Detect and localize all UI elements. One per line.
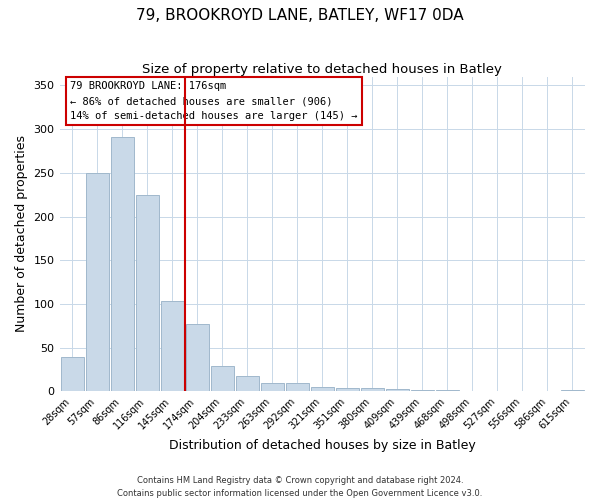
Bar [86,173,109,392]
Bar [261,382,284,392]
Bar [211,366,233,392]
Y-axis label: Number of detached properties: Number of detached properties [15,136,28,332]
Bar [336,388,359,392]
Bar [136,194,158,392]
Bar [311,387,334,392]
Bar [411,390,434,392]
Title: Size of property relative to detached houses in Batley: Size of property relative to detached ho… [142,62,502,76]
Bar [185,324,209,392]
Bar [561,390,584,392]
Bar [386,388,409,392]
Bar [286,382,309,392]
Bar [361,388,384,392]
Text: 79 BROOKROYD LANE: 176sqm
← 86% of detached houses are smaller (906)
14% of semi: 79 BROOKROYD LANE: 176sqm ← 86% of detac… [70,82,358,121]
Text: Contains HM Land Registry data © Crown copyright and database right 2024.
Contai: Contains HM Land Registry data © Crown c… [118,476,482,498]
Bar [61,357,83,392]
Bar [110,137,134,392]
Text: 79, BROOKROYD LANE, BATLEY, WF17 0DA: 79, BROOKROYD LANE, BATLEY, WF17 0DA [136,8,464,22]
Bar [161,302,184,392]
Bar [436,390,459,392]
X-axis label: Distribution of detached houses by size in Batley: Distribution of detached houses by size … [169,440,476,452]
Bar [236,376,259,392]
